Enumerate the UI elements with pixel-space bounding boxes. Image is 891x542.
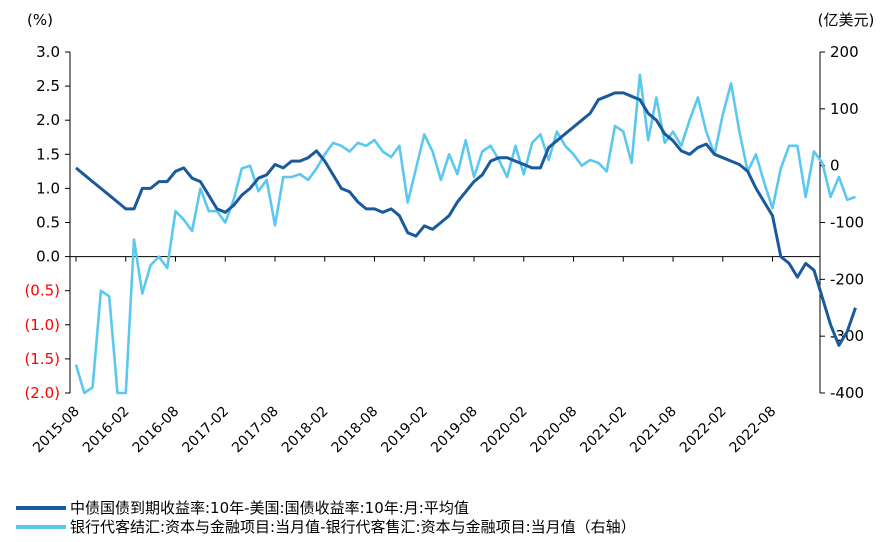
x-tick-label: 2020-02 <box>478 404 531 457</box>
left-axis-ticks: 3.0 2.5 2.0 1.5 1.0 0.5 0.0 (0.5) (1.0) (1.5) (2.0… <box>24 43 70 402</box>
x-tick-label: 2016-02 <box>80 404 133 457</box>
x-tick-label: 2022-08 <box>727 404 780 457</box>
x-tick-label: 2021-02 <box>577 404 630 457</box>
x-tick-label: 2018-02 <box>279 404 332 457</box>
x-tick-label: 2021-08 <box>627 404 680 457</box>
series-line-light-blue <box>74 73 856 395</box>
left-tick-label: 1.0 <box>36 179 60 197</box>
series-line-dark-blue <box>75 91 857 347</box>
legend-label-light-blue: 银行代客结汇:资本与金融项目:当月值-银行代客售汇:资本与金融项目:当月值（右轴… <box>70 518 636 536</box>
right-axis-unit: (亿美元) <box>818 11 875 29</box>
x-tick-label: 2018-08 <box>329 404 382 457</box>
left-tick-label: (1.0) <box>24 316 60 334</box>
legend-label-dark-blue: 中债国债到期收益率:10年-美国:国债收益率:10年:月:平均值 <box>70 499 469 517</box>
right-tick-label: 200 <box>830 43 859 61</box>
left-tick-label: (1.5) <box>24 350 60 368</box>
left-tick-label: 2.0 <box>36 111 60 129</box>
left-tick-label: 3.0 <box>36 43 60 61</box>
x-tick-label: 2022-02 <box>677 404 730 457</box>
right-tick-label: -400 <box>830 384 864 402</box>
left-tick-label: 0.5 <box>36 214 60 232</box>
x-tick-label: 2015-08 <box>30 404 83 457</box>
left-tick-label: 0.0 <box>36 248 60 266</box>
left-tick-label: (0.5) <box>24 282 60 300</box>
right-tick-label: 100 <box>830 100 859 118</box>
x-tick-label: 2016-08 <box>130 404 183 457</box>
left-tick-label: (2.0) <box>24 384 60 402</box>
right-tick-label: -100 <box>830 214 864 232</box>
left-axis-unit: (%) <box>27 11 53 29</box>
x-tick-label: 2017-02 <box>179 404 232 457</box>
x-tick-label: 2020-08 <box>528 404 581 457</box>
right-tick-label: -200 <box>830 270 864 288</box>
right-tick-label: 0 <box>830 157 840 175</box>
x-tick-label: 2019-08 <box>428 404 481 457</box>
x-tick-label: 2017-08 <box>229 404 282 457</box>
legend: 中债国债到期收益率:10年-美国:国债收益率:10年:月:平均值 银行代客结汇:… <box>16 499 636 536</box>
left-tick-label: 1.5 <box>36 145 60 163</box>
x-tick-label: 2019-02 <box>378 404 431 457</box>
left-tick-label: 2.5 <box>36 77 60 95</box>
